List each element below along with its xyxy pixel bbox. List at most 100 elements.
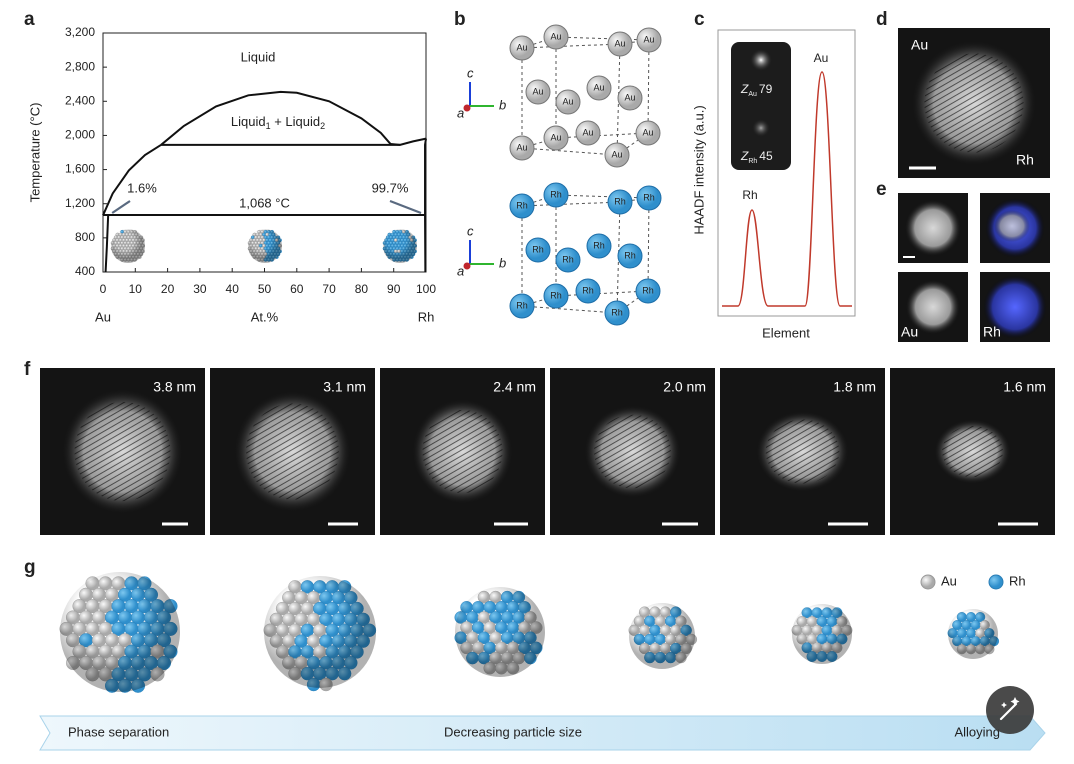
- lattice-fringes: [422, 409, 503, 494]
- x-tick-label: 20: [161, 282, 175, 296]
- axis-label: a: [457, 263, 464, 278]
- cell-edge: [555, 290, 649, 297]
- atom-label: Rh: [593, 240, 605, 250]
- y-tick-label: 2,400: [65, 93, 95, 107]
- panel-label: d: [876, 9, 888, 30]
- cell-edge: [521, 147, 618, 156]
- solubility-arrow: [111, 200, 131, 214]
- z-subscript: Rh: [748, 158, 757, 165]
- z-symbol: Z: [740, 82, 749, 96]
- x-axis-label: At.%: [251, 309, 279, 324]
- atom-label: Rh: [516, 200, 528, 210]
- particle-shade: [629, 603, 695, 669]
- image-label: Au: [901, 324, 918, 340]
- atom: [604, 142, 630, 168]
- atom: [543, 125, 569, 151]
- y-tick-label: 1,200: [65, 196, 95, 210]
- panel-label: a: [24, 9, 35, 30]
- axis-label: b: [499, 255, 506, 270]
- x-tick-label: 70: [322, 282, 336, 296]
- arrow-label: Alloying: [954, 724, 1000, 739]
- y-tick-label: 2,800: [65, 59, 95, 73]
- axis-label: a: [457, 105, 464, 120]
- atom-label: Au: [582, 127, 593, 137]
- particle: [947, 609, 1000, 659]
- lattice-fringes: [246, 403, 339, 500]
- size-label: 3.1 nm: [323, 379, 366, 395]
- micrograph: [210, 368, 375, 535]
- particle: [791, 604, 853, 664]
- atom: [636, 185, 662, 211]
- panel-label: g: [24, 557, 36, 578]
- intensity-profile: [722, 71, 852, 307]
- legend-label: Au: [941, 573, 957, 588]
- panel-label: e: [876, 179, 887, 200]
- particle: [263, 576, 377, 692]
- isotherm-label: 1,068 °C: [239, 195, 290, 210]
- subscript: 2: [320, 121, 325, 131]
- z-value: 79: [759, 82, 773, 96]
- atom-label: Au: [532, 86, 543, 96]
- y-axis-title: Temperature (°C): [27, 103, 42, 203]
- y-tick-label: 800: [75, 230, 95, 244]
- atom: [575, 278, 601, 304]
- particle-shade: [248, 229, 282, 263]
- lattice-fringes: [942, 425, 1003, 478]
- atom: [525, 237, 551, 263]
- atom: [543, 283, 569, 309]
- cell-edge: [647, 39, 650, 134]
- lattice-fringes: [74, 401, 171, 502]
- atom: [586, 233, 612, 259]
- cell-edge: [521, 201, 621, 207]
- wand-icon: [999, 702, 1018, 721]
- atom: [635, 120, 661, 146]
- atom: [509, 293, 535, 319]
- phase-boundary: [390, 137, 427, 146]
- peak-label: Rh: [742, 188, 757, 202]
- atom-label: Rh: [642, 285, 654, 295]
- axis-label: c: [467, 223, 474, 238]
- atom: [509, 193, 535, 219]
- legend-swatch: [988, 574, 1004, 590]
- inset-spot: [752, 119, 770, 137]
- image-label: Rh: [1016, 152, 1034, 168]
- atom: [555, 247, 581, 273]
- particle: [628, 603, 698, 669]
- lattice-fringes: [924, 53, 1024, 153]
- particle: [247, 229, 282, 263]
- atom-label: Au: [624, 92, 635, 102]
- micrograph: [40, 368, 205, 535]
- particle-glow: [983, 275, 1047, 339]
- x-tick-label: 80: [355, 282, 369, 296]
- magic-button[interactable]: [986, 686, 1034, 734]
- atom-label: Au: [593, 82, 604, 92]
- atom-label: Au: [642, 127, 653, 137]
- atom-label: Au: [611, 149, 622, 159]
- image-label: Rh: [983, 324, 1001, 340]
- cell-edge: [647, 197, 650, 292]
- inset-spot: [750, 49, 772, 71]
- atom-label: Rh: [562, 254, 574, 264]
- x-tick-label: 30: [193, 282, 207, 296]
- size-label: 2.0 nm: [663, 379, 706, 395]
- x-tick-label: 0: [100, 282, 107, 296]
- size-label: 1.6 nm: [1003, 379, 1046, 395]
- atom: [636, 27, 662, 53]
- lattice-fringes: [594, 414, 671, 489]
- atom-label: Rh: [643, 192, 655, 202]
- rh-lattice: Rh Rh Rh Rh Rh Rh Rh Rh Rh Rh Rh Rh Rh a b c: [457, 182, 662, 326]
- region-label: Liquid1 + Liquid2: [231, 114, 325, 131]
- atom-label: Rh: [550, 189, 562, 199]
- atom-label: Rh: [532, 244, 544, 254]
- sparkle-icon: [1001, 697, 1020, 708]
- particle-shade: [383, 229, 417, 263]
- text-part: Liquid: [231, 114, 266, 129]
- axis-a: [463, 104, 471, 112]
- atom: [607, 31, 633, 57]
- atom: [617, 85, 643, 111]
- x-tick-label: 10: [129, 282, 143, 296]
- lattice-fringes: [765, 419, 840, 484]
- particle: [382, 229, 417, 263]
- particle-shade: [264, 576, 376, 688]
